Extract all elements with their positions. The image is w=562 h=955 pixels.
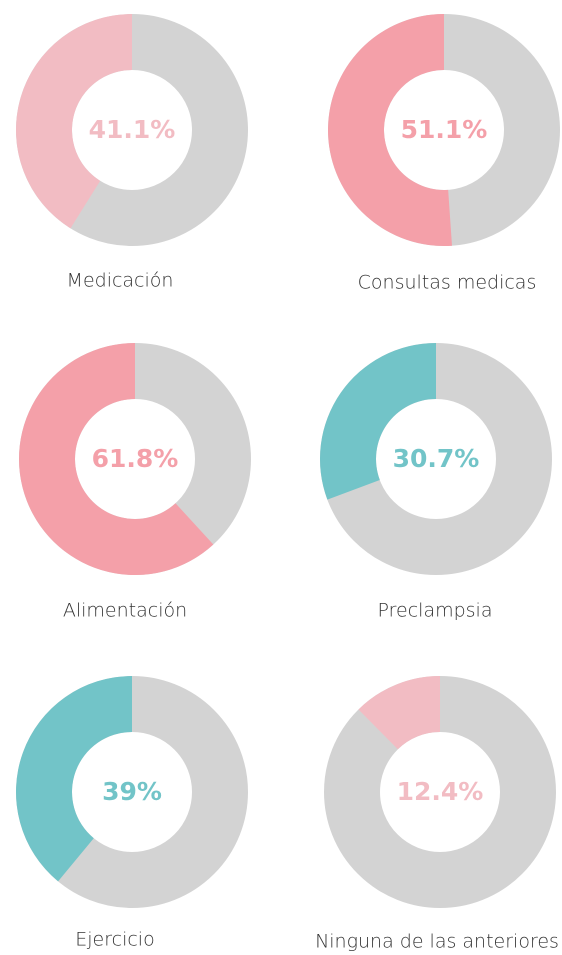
- value-label: 30.7%: [393, 444, 480, 473]
- value-label: 12.4%: [397, 777, 484, 806]
- donut-segment: [358, 676, 440, 750]
- value-label: 51.1%: [401, 115, 488, 144]
- value-label: 39%: [102, 777, 162, 806]
- donut-segment: [16, 676, 132, 882]
- chart-title: Ninguna de las anteriores: [315, 931, 559, 953]
- chart-title: Medicación: [67, 270, 174, 292]
- chart-title: Ejercicio: [75, 929, 154, 951]
- value-label: 41.1%: [89, 115, 176, 144]
- chart-title: Preclampsia: [378, 600, 493, 622]
- chart-title: Alimentación: [63, 600, 187, 622]
- donut-segment: [16, 14, 133, 229]
- donut-segment: [18, 343, 214, 576]
- value-label: 61.8%: [92, 444, 179, 473]
- chart-title: Consultas medicas: [358, 272, 537, 294]
- donut-segment: [319, 343, 436, 500]
- donut-segment: [327, 14, 453, 246]
